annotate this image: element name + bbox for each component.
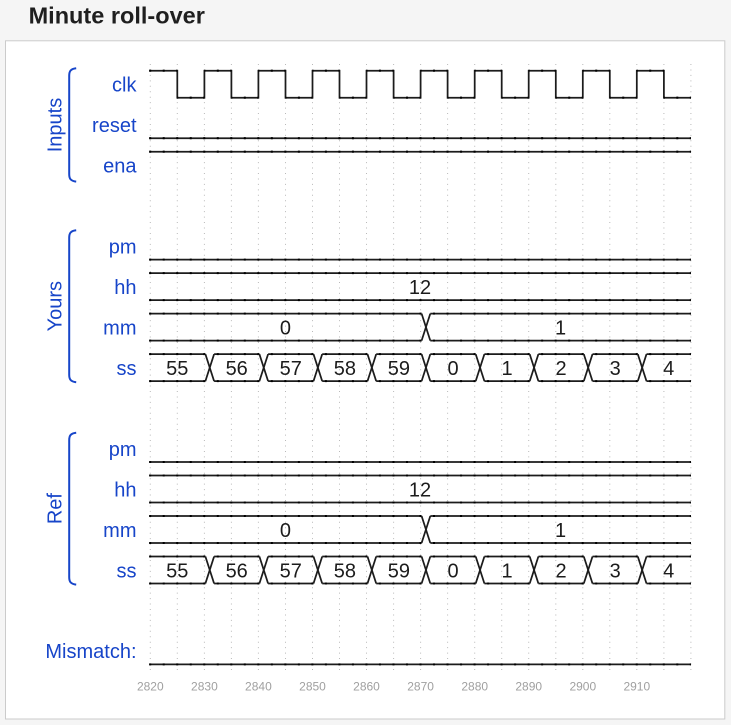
svg-text:58: 58 [334,560,356,582]
svg-text:ena: ena [103,156,137,178]
svg-text:hh: hh [114,277,136,299]
svg-text:Minute roll-over: Minute roll-over [29,3,205,29]
svg-text:pm: pm [109,439,137,461]
svg-text:56: 56 [226,560,248,582]
svg-text:2: 2 [556,560,567,582]
svg-text:mm: mm [103,317,136,339]
svg-text:56: 56 [226,358,248,380]
svg-text:2820: 2820 [137,680,164,694]
svg-text:3: 3 [610,560,621,582]
svg-text:Mismatch:: Mismatch: [45,641,136,663]
svg-text:58: 58 [334,358,356,380]
svg-text:clk: clk [112,75,137,97]
svg-text:hh: hh [114,479,136,501]
svg-text:2870: 2870 [407,680,434,694]
svg-text:ss: ss [117,358,137,380]
svg-text:2900: 2900 [569,680,596,694]
svg-text:57: 57 [280,560,302,582]
svg-text:57: 57 [280,358,302,380]
svg-text:2: 2 [556,358,567,380]
svg-text:4: 4 [663,358,674,380]
svg-text:12: 12 [409,277,431,299]
svg-text:ss: ss [117,560,137,582]
svg-text:0: 0 [447,560,458,582]
svg-text:2840: 2840 [245,680,272,694]
svg-text:55: 55 [166,358,188,380]
svg-text:4: 4 [663,560,674,582]
svg-text:2910: 2910 [623,680,650,694]
svg-text:1: 1 [501,358,512,380]
svg-text:2830: 2830 [191,680,218,694]
svg-text:Yours: Yours [45,281,67,331]
svg-text:mm: mm [103,520,136,542]
svg-text:1: 1 [555,317,566,339]
svg-text:55: 55 [166,560,188,582]
svg-text:1: 1 [555,520,566,542]
svg-text:Inputs: Inputs [45,98,67,152]
svg-text:0: 0 [280,317,291,339]
svg-text:0: 0 [280,520,291,542]
svg-text:pm: pm [109,236,137,258]
svg-text:2860: 2860 [353,680,380,694]
svg-text:59: 59 [388,358,410,380]
svg-text:2850: 2850 [299,680,326,694]
svg-text:59: 59 [388,560,410,582]
svg-text:12: 12 [409,479,431,501]
svg-text:Ref: Ref [45,493,67,525]
svg-text:2890: 2890 [515,680,542,694]
svg-text:1: 1 [501,560,512,582]
svg-text:0: 0 [447,358,458,380]
svg-text:3: 3 [610,358,621,380]
svg-text:2880: 2880 [461,680,488,694]
svg-text:reset: reset [92,115,137,137]
